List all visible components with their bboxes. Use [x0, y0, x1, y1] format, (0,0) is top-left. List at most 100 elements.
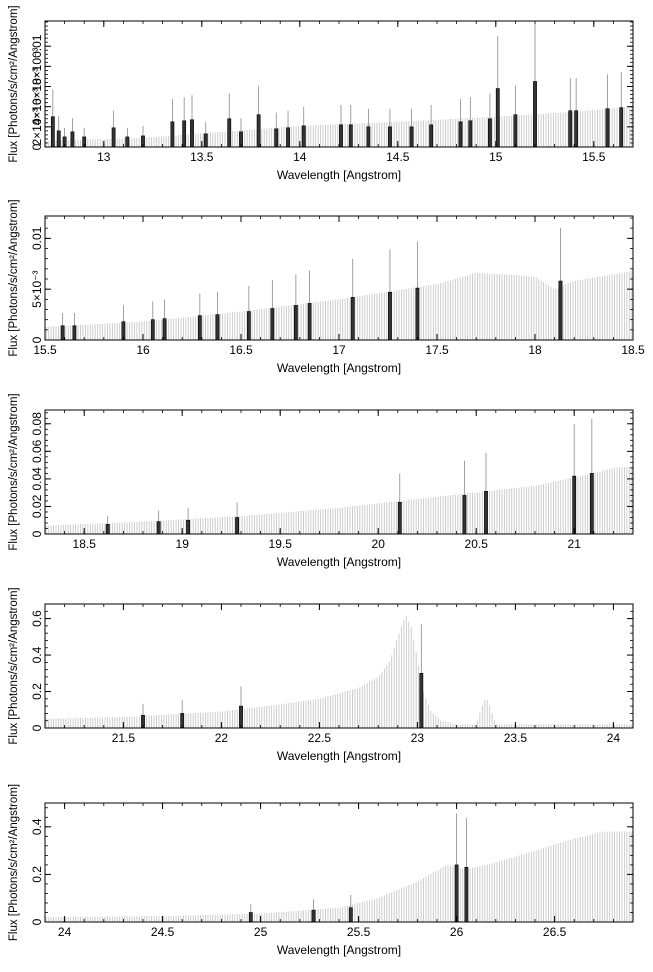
line-bar	[70, 131, 75, 148]
line-bar	[419, 672, 424, 729]
x-tick-label: 20.5	[465, 537, 489, 551]
y-tick-label: 0.02	[30, 494, 44, 518]
x-tick-label: 19.5	[269, 537, 293, 551]
x-tick-label: 18.5	[621, 343, 645, 357]
line-bar	[111, 127, 116, 148]
line-bars	[50, 23, 624, 148]
x-tick-label: 17.5	[425, 343, 449, 357]
line-bar	[409, 126, 414, 148]
line-bar	[270, 308, 275, 341]
line-bar	[256, 114, 261, 148]
x-tick-label: 13.5	[190, 150, 214, 164]
y-tick-label: 8×10⁻³	[30, 48, 44, 85]
line-bar	[484, 490, 488, 535]
line-bar	[286, 127, 290, 148]
y-tick-label: 0.4	[30, 646, 44, 663]
y-tick-label: 0.08	[30, 412, 44, 436]
line-bar	[150, 319, 155, 341]
x-tick-label: 13	[97, 150, 111, 164]
line-bar	[574, 110, 579, 148]
line-bar	[105, 524, 110, 535]
y-axis-title: Flux [Photons/s/cm²/Angstrom]	[8, 393, 20, 550]
line-bar	[415, 287, 420, 341]
y-axis-title: Flux [Photons/s/cm²/Angstrom]	[8, 5, 20, 162]
x-tick-label: 25.5	[347, 925, 371, 939]
y-tick-label: 0	[30, 724, 44, 731]
spectrum-panel-5: 24 24.5 25 25.5 26 26.5 0 0.2 0.4 Wavelength [Ang…	[8, 784, 634, 957]
y-axis-title: Flux [Photons/s/cm²/Angstrom]	[8, 784, 20, 941]
line-bar	[572, 475, 577, 535]
line-bar	[227, 118, 232, 148]
y-tick-label: 0	[30, 530, 44, 537]
x-tick-label: 23	[411, 731, 425, 745]
x-axis-title: Wavelength [Angstrom]	[277, 555, 401, 569]
y-tick-label: 0.01	[30, 34, 44, 58]
continuum-bars	[45, 831, 633, 922]
x-tick-label: 22.5	[308, 731, 332, 745]
line-bar	[348, 907, 353, 923]
x-tick-label: 18.5	[73, 537, 97, 551]
x-tick-label: 24	[607, 731, 621, 745]
line-bars	[60, 227, 563, 341]
continuum-bars	[45, 616, 633, 728]
y-tick-label: 0	[30, 918, 44, 925]
line-bar	[350, 297, 355, 341]
plot-frame	[44, 802, 634, 923]
y-tick-label: 0	[30, 143, 44, 150]
plot-frame	[44, 215, 634, 341]
line-bar	[388, 291, 392, 341]
line-bar	[589, 473, 594, 535]
x-tick-label: 16.5	[229, 343, 253, 357]
y-tick-label: 0.06	[30, 439, 44, 463]
line-bar	[293, 305, 298, 341]
x-tick-label: 21	[568, 537, 582, 551]
line-bar	[182, 120, 187, 148]
x-tick-label: 15.5	[33, 343, 57, 357]
line-bar	[568, 110, 573, 148]
continuum-bars	[45, 466, 633, 534]
y-tick-label: 0.2	[30, 866, 44, 883]
y-tick-label: 4×10⁻³	[30, 88, 44, 125]
line-bar	[462, 495, 467, 535]
line-bar	[311, 909, 316, 923]
x-axis-title: Wavelength [Angstrom]	[277, 749, 401, 763]
line-bar	[533, 81, 537, 148]
y-tick-label: 0.4	[30, 818, 44, 835]
line-bar	[458, 121, 463, 148]
continuum-bars	[45, 271, 633, 340]
x-tick-label: 17	[332, 343, 346, 357]
y-tick-label: 2×10⁻³	[30, 108, 44, 145]
line-bar	[248, 912, 253, 923]
x-axis-title: Wavelength [Angstrom]	[277, 943, 401, 957]
x-tick-label: 23.5	[504, 731, 528, 745]
line-bars	[248, 813, 469, 923]
x-tick-label: 19	[176, 537, 190, 551]
y-tick-label: 0.6	[30, 610, 44, 627]
line-bar	[558, 280, 563, 341]
x-tick-label: 24.5	[151, 925, 175, 939]
line-bar	[619, 107, 624, 148]
plot-frame	[44, 603, 634, 729]
line-bar	[397, 502, 402, 535]
line-bar	[301, 125, 306, 148]
plot-frame	[44, 20, 634, 148]
line-bar	[495, 88, 500, 148]
x-tick-label: 26	[450, 925, 464, 939]
x-tick-label: 21.5	[112, 731, 136, 745]
y-tick-label: 0	[30, 336, 44, 343]
x-tick-label: 14	[293, 150, 307, 164]
line-bar	[203, 133, 208, 148]
line-bar	[274, 128, 279, 148]
x-tick-label: 18	[528, 343, 542, 357]
line-bar	[605, 108, 610, 148]
x-tick-label: 24	[58, 925, 72, 939]
spectrum-panel-1: 13 13.5 14 14.5 15 15.5 02×10⁻³4×10⁻³6×10⁻³8×1…	[8, 5, 634, 182]
line-bars	[105, 418, 594, 535]
line-bar	[307, 303, 312, 341]
line-bar	[190, 119, 194, 148]
plot-frame	[44, 409, 634, 535]
spectrum-panel-3: 18.5 19 19.5 20 20.5 21 0 0.02 0.04 0.06 0.08 Wavel…	[8, 393, 634, 569]
y-axis-title: Flux [Photons/s/cm²/Angstrom]	[8, 199, 20, 356]
line-bar	[235, 517, 239, 535]
